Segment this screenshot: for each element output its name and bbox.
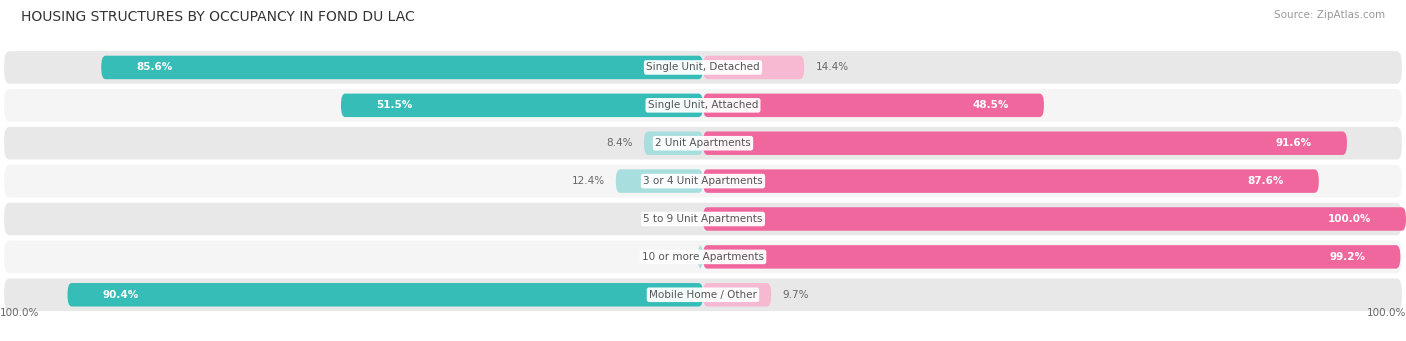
FancyBboxPatch shape — [703, 283, 772, 307]
Text: 51.5%: 51.5% — [377, 100, 412, 110]
Text: Source: ZipAtlas.com: Source: ZipAtlas.com — [1274, 10, 1385, 20]
FancyBboxPatch shape — [4, 279, 1402, 311]
FancyBboxPatch shape — [4, 203, 1402, 235]
Text: Single Unit, Detached: Single Unit, Detached — [647, 62, 759, 72]
Text: HOUSING STRUCTURES BY OCCUPANCY IN FOND DU LAC: HOUSING STRUCTURES BY OCCUPANCY IN FOND … — [21, 10, 415, 24]
FancyBboxPatch shape — [340, 93, 703, 117]
Text: 5 to 9 Unit Apartments: 5 to 9 Unit Apartments — [644, 214, 762, 224]
FancyBboxPatch shape — [4, 165, 1402, 197]
Text: 85.6%: 85.6% — [136, 62, 173, 72]
FancyBboxPatch shape — [703, 93, 1043, 117]
FancyBboxPatch shape — [4, 51, 1402, 84]
FancyBboxPatch shape — [703, 169, 1319, 193]
Text: 87.6%: 87.6% — [1247, 176, 1284, 186]
FancyBboxPatch shape — [4, 127, 1402, 160]
Text: 8.4%: 8.4% — [606, 138, 633, 148]
FancyBboxPatch shape — [616, 169, 703, 193]
Text: 3 or 4 Unit Apartments: 3 or 4 Unit Apartments — [643, 176, 763, 186]
Text: Single Unit, Attached: Single Unit, Attached — [648, 100, 758, 110]
FancyBboxPatch shape — [4, 89, 1402, 122]
Text: 100.0%: 100.0% — [1327, 214, 1371, 224]
Text: Mobile Home / Other: Mobile Home / Other — [650, 290, 756, 300]
Text: 48.5%: 48.5% — [973, 100, 1010, 110]
FancyBboxPatch shape — [703, 245, 1400, 269]
FancyBboxPatch shape — [703, 56, 804, 79]
Text: 10 or more Apartments: 10 or more Apartments — [643, 252, 763, 262]
FancyBboxPatch shape — [67, 283, 703, 307]
Text: 90.4%: 90.4% — [103, 290, 139, 300]
Text: 99.2%: 99.2% — [1329, 252, 1365, 262]
FancyBboxPatch shape — [703, 207, 1406, 231]
Text: 91.6%: 91.6% — [1275, 138, 1312, 148]
FancyBboxPatch shape — [101, 56, 703, 79]
FancyBboxPatch shape — [703, 132, 1347, 155]
Text: 9.7%: 9.7% — [782, 290, 808, 300]
Text: 14.4%: 14.4% — [815, 62, 849, 72]
Text: 0.0%: 0.0% — [665, 214, 692, 224]
FancyBboxPatch shape — [644, 132, 703, 155]
Text: 0.77%: 0.77% — [654, 252, 686, 262]
FancyBboxPatch shape — [697, 245, 703, 269]
FancyBboxPatch shape — [4, 241, 1402, 273]
Text: 100.0%: 100.0% — [1367, 308, 1406, 318]
Text: 100.0%: 100.0% — [0, 308, 39, 318]
Text: 2 Unit Apartments: 2 Unit Apartments — [655, 138, 751, 148]
Text: 12.4%: 12.4% — [571, 176, 605, 186]
